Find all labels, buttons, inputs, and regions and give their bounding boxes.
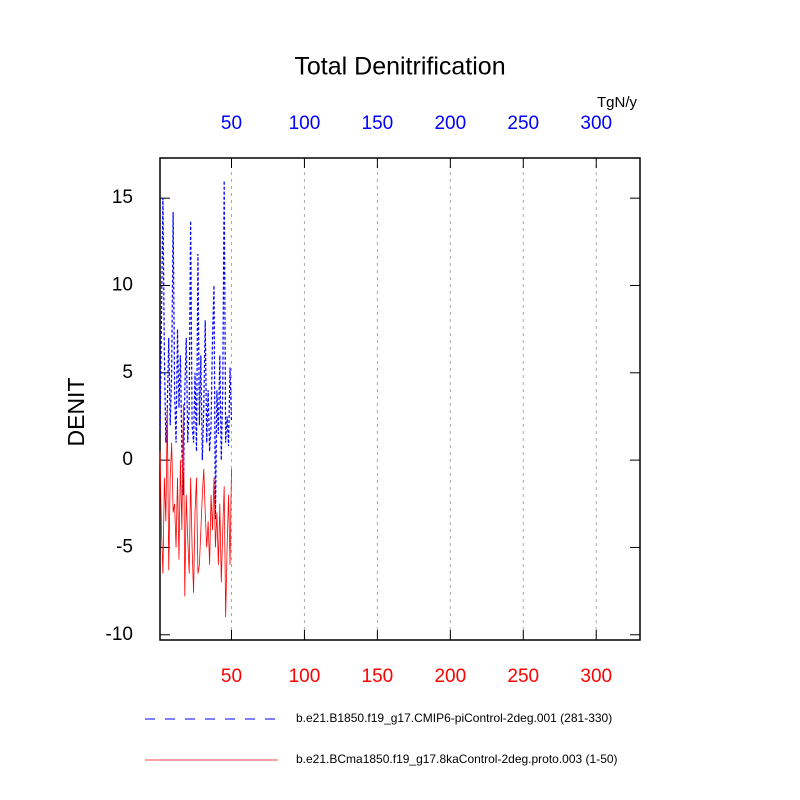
y-tick-label: 15 bbox=[112, 187, 133, 208]
x-tick-label: 200 bbox=[434, 666, 466, 687]
x-tick-label: 100 bbox=[289, 666, 321, 687]
plot-frame bbox=[159, 157, 641, 641]
x-tick-label: 200 bbox=[434, 113, 466, 134]
x-tick-label: 150 bbox=[362, 113, 394, 134]
y-tick-label: 5 bbox=[122, 362, 133, 383]
series-line bbox=[159, 404, 232, 618]
y-axis-label: DENIT bbox=[63, 378, 89, 447]
legend-label: b.e21.B1850.f19_g17.CMIP6-piControl-2deg… bbox=[296, 711, 612, 725]
legend-label: b.e21.BCma1850.f19_g17.8kaControl-2deg.p… bbox=[296, 752, 618, 766]
y-tick-label: 0 bbox=[122, 449, 133, 470]
x-tick-label: 250 bbox=[507, 666, 539, 687]
x-tick-label: 50 bbox=[221, 666, 242, 687]
x-tick-label: 300 bbox=[580, 113, 612, 134]
chart-title: Total Denitrification bbox=[294, 53, 505, 81]
series-line bbox=[159, 180, 233, 520]
x-tick-label: 100 bbox=[289, 113, 321, 134]
units-label: TgN/y bbox=[597, 94, 638, 111]
y-tick-label: 10 bbox=[112, 275, 133, 296]
x-tick-label: 50 bbox=[221, 113, 242, 134]
x-tick-label: 300 bbox=[580, 666, 612, 687]
x-tick-label: 150 bbox=[362, 666, 394, 687]
x-tick-label: 250 bbox=[507, 113, 539, 134]
y-tick-label: -10 bbox=[106, 624, 133, 645]
y-tick-label: -5 bbox=[116, 536, 133, 557]
